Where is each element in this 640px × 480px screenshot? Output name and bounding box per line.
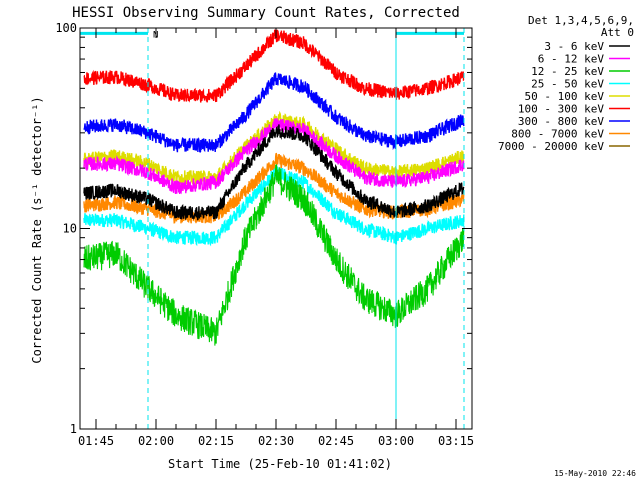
legend-label-3: 12 - 25 keV bbox=[531, 65, 604, 78]
x-axis-label: Start Time (25-Feb-10 01:41:02) bbox=[168, 457, 392, 471]
ticks-layer: 1 10 100 01:45 02:00 02:15 02:30 02:45 03:00 03:1… bbox=[55, 21, 474, 448]
y-tick-label-1: 10 bbox=[63, 222, 77, 236]
x-tick-label-3: 02:30 bbox=[258, 434, 294, 448]
legend-label-9: 7000 - 20000 keV bbox=[498, 140, 604, 153]
y-axis-label: Corrected Count Rate (s⁻¹ detector⁻¹) bbox=[30, 96, 44, 363]
legend-title-line-1: Att 0 bbox=[601, 26, 634, 39]
legend-label-4: 25 - 50 keV bbox=[531, 78, 604, 91]
series-line-7 bbox=[83, 72, 465, 153]
series-line-2 bbox=[83, 118, 465, 195]
y-axis-label-text: Corrected Count Rate (s⁻¹ detector⁻¹) bbox=[30, 96, 44, 363]
x-tick-label-2: 02:15 bbox=[198, 434, 234, 448]
legend-label-7: 300 - 800 keV bbox=[518, 115, 604, 128]
x-tick-label-4: 02:45 bbox=[318, 434, 354, 448]
legend-label-6: 100 - 300 keV bbox=[518, 103, 604, 116]
x-tick-label-1: 02:00 bbox=[138, 434, 174, 448]
x-tick-label-6: 03:15 bbox=[438, 434, 474, 448]
legend-label-5: 50 - 100 keV bbox=[525, 90, 605, 103]
x-tick-label-5: 03:00 bbox=[378, 434, 414, 448]
y-tick-label-2: 100 bbox=[55, 21, 77, 35]
legend-label-1: 3 - 6 keV bbox=[544, 40, 604, 53]
lines-layer bbox=[83, 29, 465, 346]
series-line-6 bbox=[83, 29, 465, 103]
legend-label-2: 6 - 12 keV bbox=[538, 53, 605, 66]
footer-timestamp: 15-May-2010 22:46 bbox=[554, 469, 636, 478]
legend-label-8: 800 - 7000 keV bbox=[511, 128, 604, 141]
series-line-1 bbox=[83, 124, 465, 221]
series-line-3 bbox=[83, 164, 465, 346]
chart-title: HESSI Observing Summary Count Rates, Cor… bbox=[72, 5, 460, 21]
y-tick-label-0: 1 bbox=[70, 422, 77, 436]
x-tick-label-0: 01:45 bbox=[78, 434, 114, 448]
legend-title-line-0: Det 1,3,4,5,6,9, bbox=[528, 14, 634, 27]
